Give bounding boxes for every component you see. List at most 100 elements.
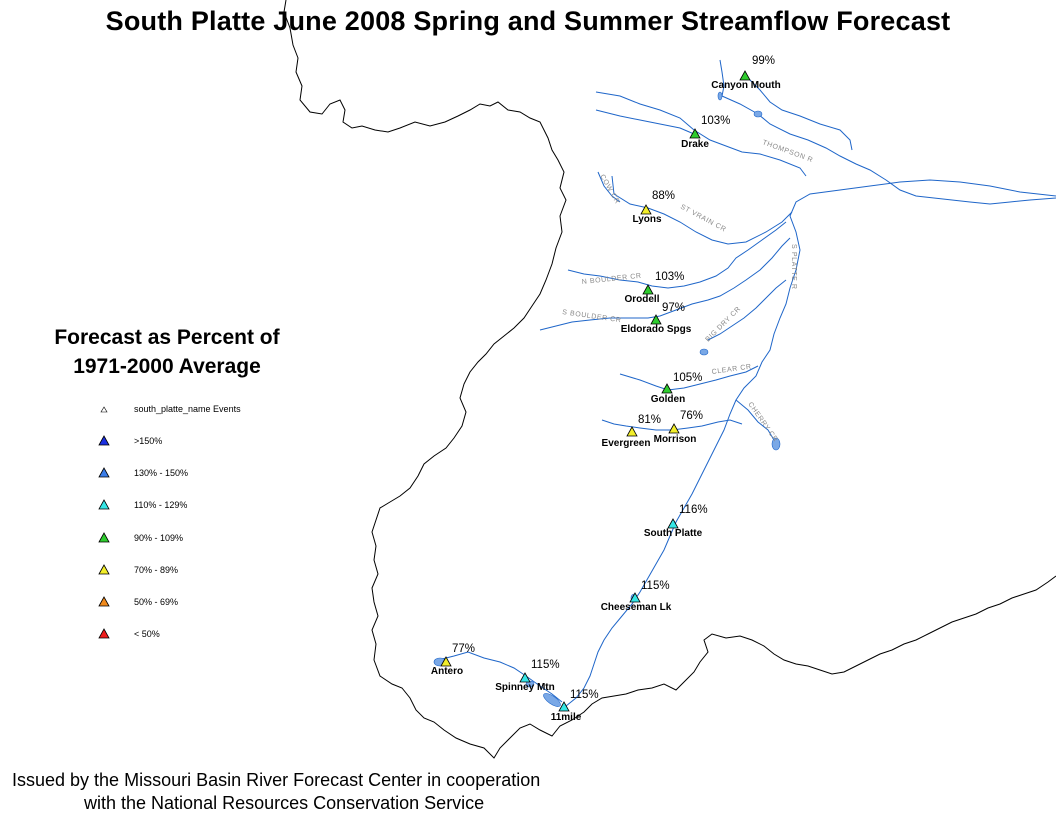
legend-item: >150% <box>98 434 162 448</box>
station-name: Orodell <box>624 294 659 305</box>
station-name: Drake <box>681 139 709 150</box>
station-percent: 88% <box>652 190 675 202</box>
station-name: Spinney Mtn <box>495 682 554 693</box>
station-marker-icon <box>650 314 662 325</box>
station-antero: Antero 77% <box>431 643 475 677</box>
station-eldorado-spgs: Eldorado Spgs 97% <box>621 302 692 335</box>
station-name: Eldorado Spgs <box>621 324 692 335</box>
legend-title-line1: Forecast as Percent of <box>54 326 280 349</box>
legend-triangle-icon <box>98 628 110 639</box>
station-11mile: 11mile 115% <box>551 689 599 723</box>
cache-la-poudre-upper <box>719 59 725 97</box>
legend-item-label: 110% - 129% <box>134 500 188 510</box>
station-marker-icon <box>668 423 680 434</box>
cow-creek <box>597 171 621 203</box>
station-percent: 76% <box>680 410 703 422</box>
station-marker-icon <box>642 284 654 295</box>
station-name: South Platte <box>644 528 703 539</box>
legend-item: 130% - 150% <box>98 466 188 480</box>
map-title: South Platte June 2008 Spring and Summer… <box>105 6 951 36</box>
lake <box>699 348 709 356</box>
legend-item-label: 50% - 69% <box>134 597 179 607</box>
station-name: Evergreen <box>602 438 651 449</box>
river-label-big-dry: BIG DRY CR <box>704 306 742 344</box>
station-name: Cheeseman Lk <box>601 602 672 613</box>
elevenmile-reservoir <box>543 693 561 707</box>
legend-item-label: 130% - 150% <box>134 468 189 478</box>
station-canyon-mouth: Canyon Mouth 99% <box>711 55 780 91</box>
station-morrison: Morrison 76% <box>654 410 703 445</box>
station-name: Golden <box>651 394 685 405</box>
cherry-creek <box>735 399 775 441</box>
big-dry-creek <box>707 279 787 341</box>
station-percent: 81% <box>638 414 661 426</box>
station-cheeseman-lk: Cheeseman Lk 115% <box>601 580 672 613</box>
boulder-creek <box>539 237 791 331</box>
station-golden: Golden 105% <box>651 372 703 405</box>
river-network <box>437 59 1056 707</box>
legend-item-label: 70% - 89% <box>134 565 179 575</box>
station-percent: 115% <box>570 689 599 701</box>
station-percent: 116% <box>679 504 708 516</box>
legend-triangle-icon <box>98 467 110 478</box>
station-spinney-mtn: Spinney Mtn 115% <box>495 659 559 693</box>
lake <box>771 437 781 451</box>
river-label-cow-cr: COW CR <box>598 174 620 206</box>
legend-item: < 50% <box>98 627 160 641</box>
station-marker-icon <box>661 383 673 394</box>
river-label-st-vrain: ST VRAIN CR <box>679 204 727 234</box>
river-label-cherry-cr: CHERRY CR <box>746 401 779 443</box>
station-orodell: Orodell 103% <box>624 271 684 305</box>
station-percent: 99% <box>752 55 775 67</box>
station-name: Antero <box>431 666 463 677</box>
station-marker-icon <box>626 426 638 437</box>
station-marker-icon <box>519 672 531 683</box>
legend-item-label: south_platte_name Events <box>134 404 241 414</box>
station-name: Canyon Mouth <box>711 80 780 91</box>
poudre-tributary <box>745 75 853 151</box>
footer-line2: with the National Resources Conservation… <box>84 793 485 813</box>
river-labels: THOMPSON R COW CR ST VRAIN CR S PLATTE R… <box>562 139 814 443</box>
river-label-s-platte: S PLATTE R <box>790 244 797 290</box>
legend-triangle-icon <box>98 435 110 446</box>
legend-item: 50% - 69% <box>98 595 178 609</box>
station-marker-icon <box>739 70 751 81</box>
station-percent: 103% <box>701 115 730 127</box>
station-south-platte: South Platte 116% <box>644 504 708 539</box>
station-percent: 115% <box>531 659 560 671</box>
station-evergreen: Evergreen 81% <box>602 414 661 449</box>
legend-item-label: < 50% <box>134 629 160 639</box>
station-percent: 105% <box>673 372 702 384</box>
cache-la-poudre-river <box>721 95 1056 205</box>
footer-line1: Issued by the Missouri Basin River Forec… <box>12 770 541 790</box>
station-marker-icon <box>667 518 679 529</box>
legend-item: 110% - 129% <box>98 498 187 512</box>
station-marker-icon <box>640 204 652 215</box>
station-marker-icon <box>558 701 570 712</box>
basin-boundary <box>283 0 1056 759</box>
lake <box>753 110 763 118</box>
legend-item: south_platte_name Events <box>98 402 241 416</box>
st-vrain-creek <box>611 175 793 245</box>
station-percent: 115% <box>641 580 670 592</box>
legend-item-label: >150% <box>134 436 163 446</box>
legend-item: 70% - 89% <box>98 563 178 577</box>
station-marker-icon <box>440 656 452 667</box>
clear-creek <box>619 365 759 391</box>
river-label-clear-cr: CLEAR CR <box>711 363 752 376</box>
station-lyons: Lyons 88% <box>632 190 675 225</box>
legend-triangle-icon <box>100 406 108 413</box>
legend-triangle-icon <box>98 596 110 607</box>
big-thompson-river <box>595 91 807 177</box>
station-marker-icon <box>689 128 701 139</box>
legend-title-line2: 1971-2000 Average <box>73 355 261 378</box>
river-label-thompson: THOMPSON R <box>761 139 814 164</box>
legend-triangle-icon <box>98 499 110 510</box>
spinney-reservoir <box>525 680 535 688</box>
station-percent: 103% <box>655 271 684 283</box>
north-fork-thompson <box>595 109 695 135</box>
lake <box>717 91 723 101</box>
station-markers: Canyon Mouth 99% Drake 103% Lyons 88% Orodell 1… <box>431 55 781 723</box>
station-name: Lyons <box>632 214 662 225</box>
